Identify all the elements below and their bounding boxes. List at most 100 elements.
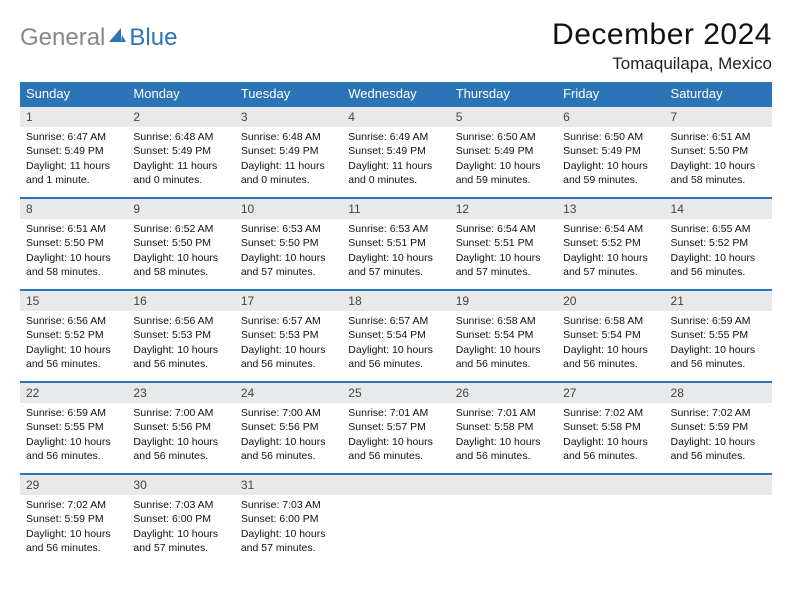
- daylight-line2: and 57 minutes.: [348, 265, 443, 279]
- day-cell: 24Sunrise: 7:00 AMSunset: 5:56 PMDayligh…: [235, 382, 342, 466]
- sunset-text: Sunset: 5:54 PM: [456, 328, 551, 342]
- day-body: Sunrise: 7:01 AMSunset: 5:58 PMDaylight:…: [450, 403, 557, 463]
- day-number: 18: [342, 291, 449, 311]
- daylight-line1: Daylight: 11 hours: [133, 159, 228, 173]
- sunset-text: Sunset: 5:56 PM: [133, 420, 228, 434]
- daylight-line2: and 56 minutes.: [671, 449, 766, 463]
- week-row: 29Sunrise: 7:02 AMSunset: 5:59 PMDayligh…: [20, 474, 772, 558]
- day-cell: 18Sunrise: 6:57 AMSunset: 5:54 PMDayligh…: [342, 290, 449, 374]
- sunrise-text: Sunrise: 6:51 AM: [671, 130, 766, 144]
- day-cell: 3Sunrise: 6:48 AMSunset: 5:49 PMDaylight…: [235, 106, 342, 190]
- day-number: 25: [342, 383, 449, 403]
- day-number: [342, 475, 449, 495]
- sunrise-text: Sunrise: 7:01 AM: [456, 406, 551, 420]
- sunrise-text: Sunrise: 6:54 AM: [563, 222, 658, 236]
- day-number: 28: [665, 383, 772, 403]
- day-cell: 20Sunrise: 6:58 AMSunset: 5:54 PMDayligh…: [557, 290, 664, 374]
- day-body: Sunrise: 6:59 AMSunset: 5:55 PMDaylight:…: [665, 311, 772, 371]
- daylight-line1: Daylight: 11 hours: [348, 159, 443, 173]
- day-body: Sunrise: 6:50 AMSunset: 5:49 PMDaylight:…: [450, 127, 557, 187]
- day-cell: 30 Sunrise: 7:03 AMSunset: 6:00 PMDayligh…: [127, 474, 234, 558]
- day-number: 20: [557, 291, 664, 311]
- day-number: 1: [20, 107, 127, 127]
- day-body: Sunrise: 6:54 AMSunset: 5:52 PMDaylight:…: [557, 219, 664, 279]
- sunset-text: Sunset: 5:59 PM: [671, 420, 766, 434]
- day-body: [665, 495, 772, 545]
- daylight-line1: Daylight: 10 hours: [26, 343, 121, 357]
- daylight-line2: and 56 minutes.: [456, 357, 551, 371]
- sunrise-text: Sunrise: 6:49 AM: [348, 130, 443, 144]
- day-cell: 10Sunrise: 6:53 AMSunset: 5:50 PMDayligh…: [235, 198, 342, 282]
- day-number: [557, 475, 664, 495]
- day-number: 26: [450, 383, 557, 403]
- daylight-line1: Daylight: 10 hours: [456, 159, 551, 173]
- sunrise-text: Sunrise: 6:58 AM: [563, 314, 658, 328]
- dayhead-fri: Friday: [557, 82, 664, 106]
- day-body: Sunrise: 7:00 AMSunset: 5:56 PMDaylight:…: [235, 403, 342, 463]
- dayhead-tue: Tuesday: [235, 82, 342, 106]
- empty-cell: [557, 474, 664, 558]
- sunset-text: Sunset: 5:59 PM: [26, 512, 121, 526]
- day-cell: 14Sunrise: 6:55 AMSunset: 5:52 PMDayligh…: [665, 198, 772, 282]
- day-body: Sunrise: 6:58 AMSunset: 5:54 PMDaylight:…: [450, 311, 557, 371]
- logo-sail-icon: [107, 26, 127, 51]
- day-cell: 28Sunrise: 7:02 AMSunset: 5:59 PMDayligh…: [665, 382, 772, 466]
- sunset-text: Sunset: 5:57 PM: [348, 420, 443, 434]
- logo-text-blue: Blue: [129, 24, 177, 52]
- title-block: December 2024 Tomaquilapa, Mexico: [552, 18, 772, 74]
- sunset-text: Sunset: 5:49 PM: [348, 144, 443, 158]
- dayhead-wed: Wednesday: [342, 82, 449, 106]
- day-body: Sunrise: 6:51 AMSunset: 5:50 PMDaylight:…: [20, 219, 127, 279]
- dayhead-thu: Thursday: [450, 82, 557, 106]
- daylight-line2: and 56 minutes.: [241, 357, 336, 371]
- daylight-line1: Daylight: 10 hours: [348, 435, 443, 449]
- sunrise-text: Sunrise: 7:03 AM: [241, 498, 336, 512]
- sunset-text: Sunset: 6:00 PM: [133, 512, 228, 526]
- month-title: December 2024: [552, 18, 772, 52]
- daylight-line1: Daylight: 10 hours: [26, 435, 121, 449]
- calendar-grid: Sunday Monday Tuesday Wednesday Thursday…: [20, 82, 772, 558]
- daylight-line1: Daylight: 10 hours: [563, 251, 658, 265]
- sunrise-text: Sunrise: 6:48 AM: [241, 130, 336, 144]
- sunrise-text: Sunrise: 6:50 AM: [563, 130, 658, 144]
- day-number: 15: [20, 291, 127, 311]
- day-number: [665, 475, 772, 495]
- daylight-line1: Daylight: 10 hours: [241, 527, 336, 541]
- day-body: Sunrise: 7:03 AMSunset: 6:00 PMDaylight:…: [235, 495, 342, 555]
- sunrise-text: Sunrise: 6:53 AM: [348, 222, 443, 236]
- day-number: 24: [235, 383, 342, 403]
- daylight-line1: Daylight: 10 hours: [563, 159, 658, 173]
- daylight-line2: and 56 minutes.: [241, 449, 336, 463]
- sunrise-text: Sunrise: 6:50 AM: [456, 130, 551, 144]
- day-number: 30: [127, 475, 234, 495]
- sunset-text: Sunset: 5:51 PM: [348, 236, 443, 250]
- daylight-line2: and 0 minutes.: [133, 173, 228, 187]
- day-cell: 17Sunrise: 6:57 AMSunset: 5:53 PMDayligh…: [235, 290, 342, 374]
- daylight-line1: Daylight: 10 hours: [26, 527, 121, 541]
- day-body: Sunrise: 6:54 AMSunset: 5:51 PMDaylight:…: [450, 219, 557, 279]
- day-body: Sunrise: 7:02 AMSunset: 5:59 PMDaylight:…: [20, 495, 127, 555]
- day-body: Sunrise: 6:51 AMSunset: 5:50 PMDaylight:…: [665, 127, 772, 187]
- day-number: 2: [127, 107, 234, 127]
- day-body: Sunrise: 6:57 AMSunset: 5:54 PMDaylight:…: [342, 311, 449, 371]
- day-number: 16: [127, 291, 234, 311]
- sunset-text: Sunset: 5:56 PM: [241, 420, 336, 434]
- sunset-text: Sunset: 5:53 PM: [241, 328, 336, 342]
- sunset-text: Sunset: 6:00 PM: [241, 512, 336, 526]
- daylight-line1: Daylight: 10 hours: [563, 343, 658, 357]
- sunrise-text: Sunrise: 6:59 AM: [671, 314, 766, 328]
- week-row: 22Sunrise: 6:59 AMSunset: 5:55 PMDayligh…: [20, 382, 772, 466]
- day-number: 5: [450, 107, 557, 127]
- daylight-line1: Daylight: 10 hours: [133, 527, 228, 541]
- day-cell: 27Sunrise: 7:02 AMSunset: 5:58 PMDayligh…: [557, 382, 664, 466]
- daylight-line2: and 56 minutes.: [26, 541, 121, 555]
- sunset-text: Sunset: 5:52 PM: [671, 236, 766, 250]
- day-body: Sunrise: 6:47 AMSunset: 5:49 PMDaylight:…: [20, 127, 127, 187]
- empty-cell: [665, 474, 772, 558]
- sunset-text: Sunset: 5:52 PM: [563, 236, 658, 250]
- day-body: Sunrise: 7:00 AMSunset: 5:56 PMDaylight:…: [127, 403, 234, 463]
- sunrise-text: Sunrise: 7:03 AM: [133, 498, 228, 512]
- sunset-text: Sunset: 5:49 PM: [133, 144, 228, 158]
- day-number: 31: [235, 475, 342, 495]
- daylight-line2: and 57 minutes.: [456, 265, 551, 279]
